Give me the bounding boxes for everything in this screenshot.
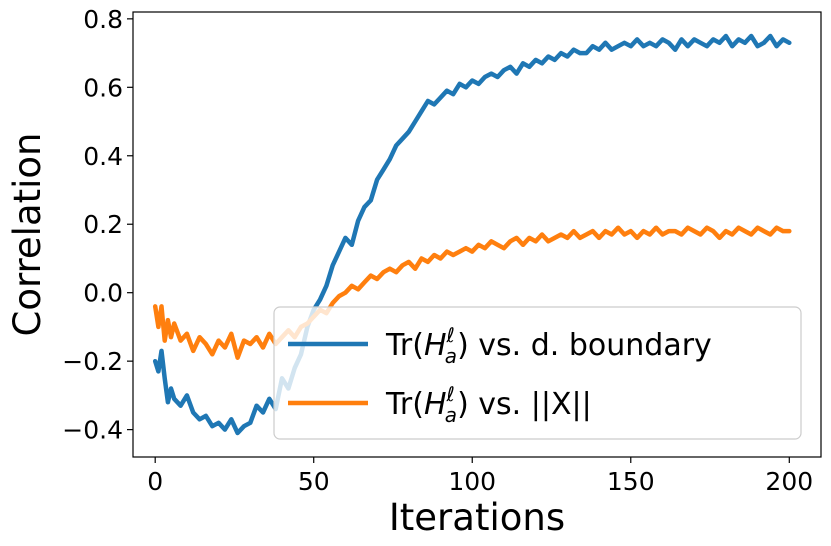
y-tick-label: 0.4: [83, 142, 123, 171]
x-tick-label: 50: [298, 467, 330, 496]
y-tick-label: 0.8: [83, 5, 123, 34]
axis-ticks: 0 50 100 150 200 −0.4 −0.2 0.0 0.2 0.4 0.6 0.8: [62, 5, 813, 496]
y-tick-label: 0.6: [83, 73, 123, 102]
legend: Tr(Hℓ a) vs. d. boundary Tr(Hℓ a) vs. ||X||: [273, 306, 802, 440]
legend-label-1: Tr(Hℓ a) vs. d. boundary: [385, 323, 712, 368]
legend-box: [273, 306, 802, 440]
y-tick-label: −0.2: [62, 347, 123, 376]
series-line-1: [152, 33, 792, 436]
series-line-2: [152, 225, 792, 360]
x-tick-label: 200: [765, 467, 813, 496]
legend-label-2: Tr(Hℓ a) vs. ||X||: [385, 382, 592, 427]
axes-frame: [132, 11, 822, 458]
x-tick-label: 0: [147, 467, 163, 496]
y-axis-label: Correlation: [6, 132, 49, 336]
y-tick-label: 0.0: [83, 279, 123, 308]
x-tick-label: 100: [448, 467, 496, 496]
plot-area: [152, 33, 792, 436]
x-axis-label: Iterations: [389, 496, 565, 539]
y-tick-label: −0.4: [62, 416, 123, 445]
y-tick-label: 0.2: [83, 210, 123, 239]
x-tick-label: 150: [607, 467, 655, 496]
